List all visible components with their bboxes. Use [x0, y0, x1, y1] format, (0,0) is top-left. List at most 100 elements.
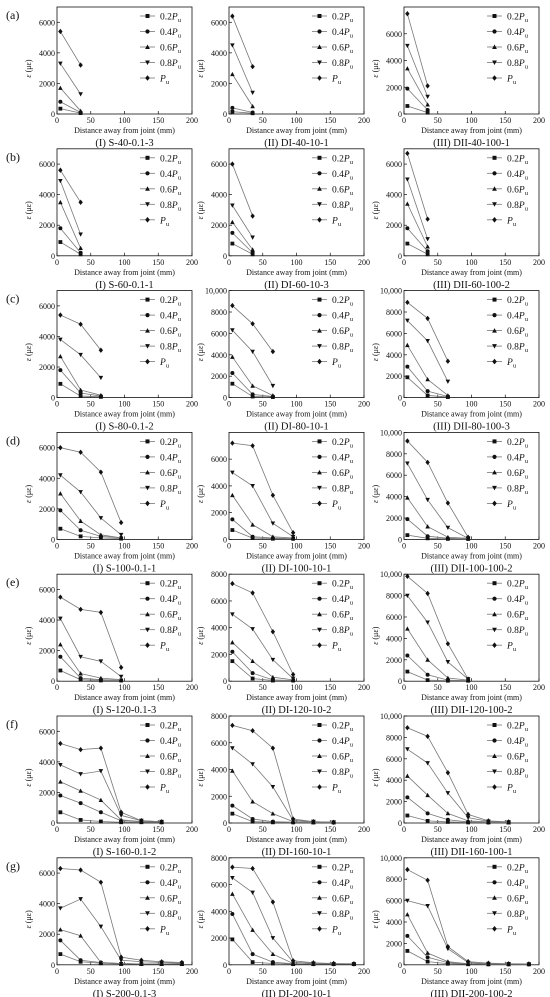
legend-label: 0.6Pu: [507, 469, 529, 481]
series-line: [232, 442, 294, 533]
data-point: [425, 811, 430, 816]
legend-entry: 0.6Pu: [140, 894, 182, 906]
legend-entry: Pu: [140, 925, 170, 937]
series-triangle-down: [230, 470, 296, 540]
data-point: [78, 490, 83, 495]
data-point: [425, 657, 430, 662]
legend-marker: [492, 581, 497, 586]
panel-title: (II) DI-60-10-3: [264, 280, 328, 291]
row-label: (b): [6, 150, 20, 164]
y-tick-label: 6000: [39, 444, 55, 453]
legend-entry: 0.8Pu: [312, 343, 354, 354]
series-line: [232, 111, 253, 114]
x-tick-label: 0: [402, 683, 406, 692]
legend-label: 0.8Pu: [160, 768, 182, 780]
data-point: [78, 606, 83, 613]
legend-entry: 0.2Pu: [312, 580, 354, 591]
data-point: [486, 960, 491, 966]
legend-marker: [317, 485, 322, 491]
data-point: [425, 459, 430, 466]
legend-entry: Pu: [140, 500, 170, 511]
legend-entry: 0.6Pu: [312, 327, 354, 339]
legend-label: Pu: [159, 784, 170, 796]
data-point: [250, 627, 255, 632]
x-tick-label: 50: [87, 258, 95, 267]
x-tick-label: 0: [227, 541, 231, 550]
data-point: [98, 659, 104, 664]
panel-title: (III) DII-60-100-2: [433, 280, 510, 291]
legend-marker: [317, 217, 322, 223]
y-axis-label: ε (με): [371, 768, 380, 786]
y-tick-label: 4000: [39, 332, 55, 341]
series-triangle-down: [405, 177, 430, 242]
legend-marker: [317, 926, 322, 932]
data-point: [58, 85, 63, 90]
data-point: [118, 664, 124, 671]
x-tick-label: 200: [186, 116, 198, 125]
y-tick-label: 6000: [211, 597, 227, 606]
data-point: [445, 641, 451, 647]
data-point: [58, 810, 63, 815]
data-point: [230, 612, 235, 617]
legend-entry: 0.2Pu: [140, 154, 182, 166]
series-line: [407, 628, 469, 681]
panel-title: (II) DI-80-10-1: [264, 422, 328, 433]
y-tick-label: 4000: [211, 49, 227, 58]
legend-marker: [492, 500, 497, 507]
legend-entry: 0.4Pu: [487, 737, 529, 749]
y-tick-label: 0: [398, 677, 402, 686]
data-point: [58, 616, 63, 621]
data-point: [445, 525, 451, 531]
data-point: [405, 593, 410, 598]
data-point: [159, 959, 164, 965]
legend-entry: 0.6Pu: [312, 185, 354, 197]
x-tick-label: 0: [55, 683, 59, 692]
legend-entry: 0.4Pu: [140, 170, 182, 181]
legend-entry: 0.6Pu: [312, 469, 354, 481]
series-diamond: [58, 167, 83, 205]
legend-marker: [145, 642, 150, 648]
data-point: [405, 241, 410, 246]
legend-label: 0.2Pu: [507, 154, 529, 166]
row-label: (g): [6, 859, 20, 873]
legend-marker: [145, 723, 150, 727]
series-line: [60, 180, 81, 235]
data-point: [270, 521, 276, 526]
y-tick-label: 6000: [386, 329, 402, 338]
legend-entry: 0.4Pu: [312, 453, 354, 465]
legend-marker: [492, 344, 497, 349]
panel-title: (III) DII-80-100-3: [433, 422, 510, 433]
legend-entry: 0.2Pu: [487, 154, 529, 166]
series-circle: [58, 226, 83, 255]
series-line: [407, 105, 428, 114]
legend-label: 0.2Pu: [332, 722, 354, 734]
x-tick-label: 150: [152, 967, 164, 976]
data-point: [290, 958, 296, 964]
data-point: [250, 762, 255, 767]
x-tick-label: 50: [434, 116, 442, 125]
data-point: [250, 394, 255, 399]
series-line: [407, 88, 428, 111]
legend-marker: [145, 358, 150, 365]
legend-label: Pu: [331, 358, 342, 370]
series-triangle-down: [58, 61, 83, 97]
legend-marker: [492, 454, 497, 459]
series-line: [407, 320, 449, 382]
data-point: [425, 620, 430, 625]
data-point: [270, 784, 276, 790]
legend-entry: 0.8Pu: [140, 59, 182, 71]
legend-marker: [317, 500, 322, 507]
y-axis-label: ε (με): [371, 485, 380, 503]
data-point: [425, 249, 430, 254]
legend-label: 0.6Pu: [332, 469, 354, 481]
legend-label: Pu: [506, 358, 517, 370]
legend-marker: [492, 171, 497, 176]
legend-marker: [145, 596, 150, 601]
legend-label: 0.4Pu: [507, 737, 529, 749]
legend-marker: [145, 14, 150, 18]
legend-entry: 0.2Pu: [487, 863, 529, 875]
